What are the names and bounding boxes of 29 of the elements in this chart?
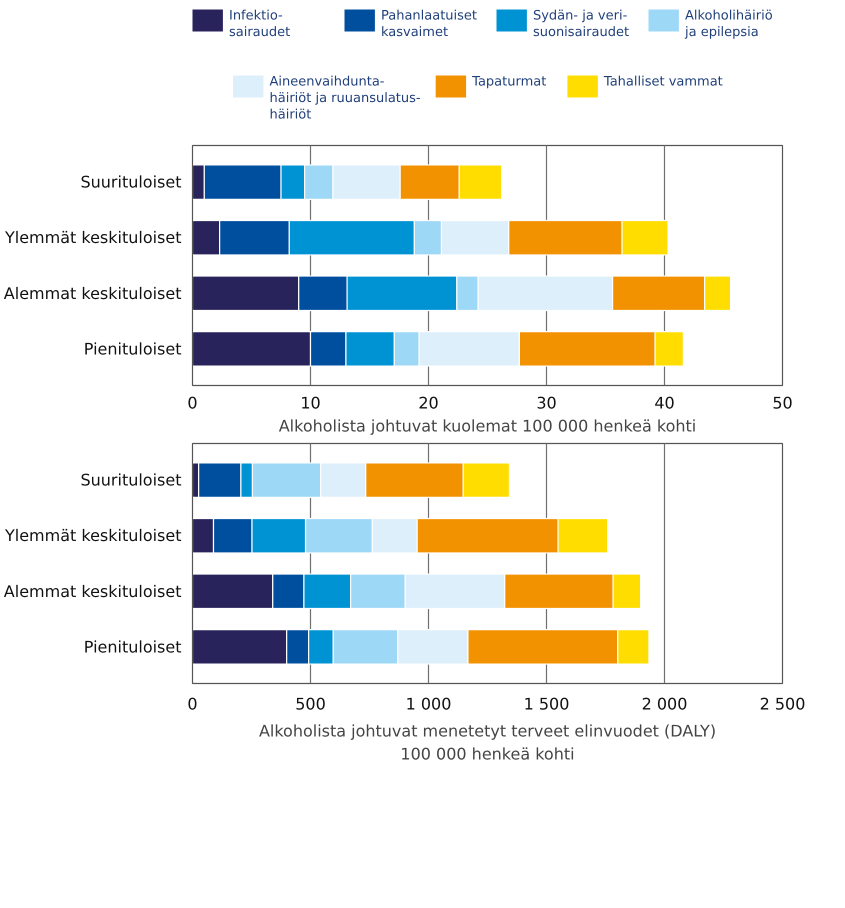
- legend-label: Tapaturmat: [471, 74, 546, 90]
- x-tick-label: 2 000: [642, 694, 688, 714]
- x-axis-title: Alkoholista johtuvat menetetyt terveet elinvuodet (DALY) 100 000 henkeä kohti: [258, 722, 716, 764]
- legend-label: Aineenvaihdunta- häiriöt ja ruuansulatus- häiriöt: [270, 74, 421, 122]
- y-tick-label: Alemmat keskituloiset: [4, 284, 182, 303]
- x-tick-label: 40: [654, 394, 675, 412]
- legend-label: Alkoholihäiriö ja epilepsia: [684, 8, 773, 40]
- legend-label: Infektio- sairaudet: [228, 8, 290, 40]
- y-tick-label: Pienituloiset: [84, 339, 182, 358]
- x-tick-label: 30: [536, 394, 557, 412]
- y-tick-label: Alemmat keskituloiset: [4, 582, 182, 601]
- legend-label: Sydän- ja veri- suonisairaudet: [532, 8, 630, 40]
- x-tick-label: 10: [300, 394, 321, 412]
- y-tick-label: Pienituloiset: [84, 637, 182, 656]
- y-tick-label: Suurituloiset: [80, 172, 182, 192]
- y-tick-label: Suurituloiset: [80, 470, 182, 490]
- y-tick-label: Ylemmät keskituloiset: [4, 228, 182, 248]
- x-tick-label: 50: [772, 394, 793, 412]
- x-tick-label: 20: [418, 394, 439, 412]
- legend-label: Pahanlaatuiset kasvaimet: [380, 8, 478, 40]
- x-tick-label: 2 500: [760, 694, 806, 714]
- x-tick-label: 0: [187, 394, 198, 412]
- y-tick-label: Ylemmät keskituloiset: [4, 526, 182, 546]
- x-tick-label: 0: [187, 694, 198, 714]
- x-axis-title: Alkoholista johtuvat kuolemat 100 000 henkeä kohti: [278, 416, 696, 436]
- x-tick-label: 1 500: [524, 694, 570, 714]
- x-tick-label: 1 000: [406, 694, 452, 714]
- legend-label: Tahalliset vammat: [602, 74, 723, 90]
- x-tick-label: 500: [295, 694, 326, 714]
